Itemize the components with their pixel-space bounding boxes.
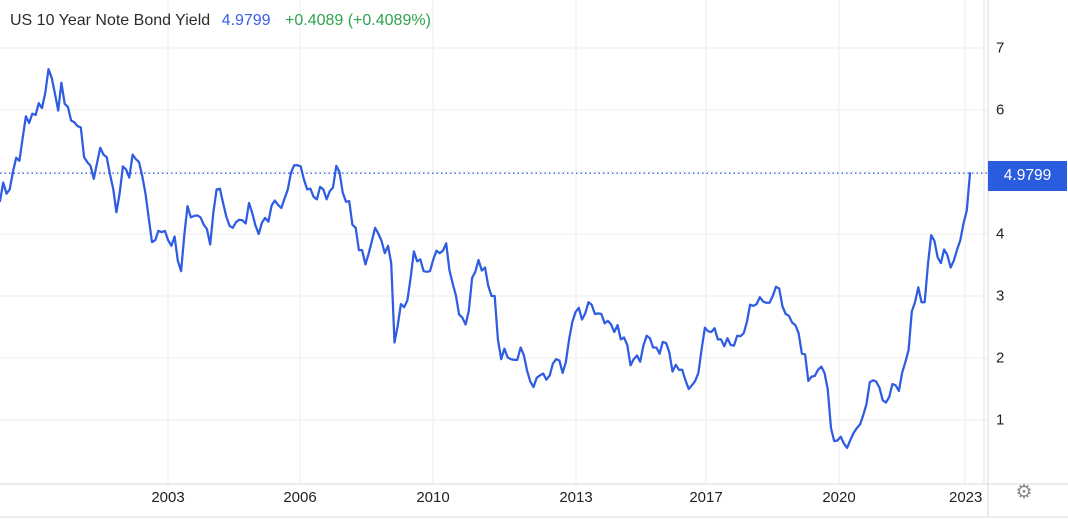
current-price-badge: 4.9799 xyxy=(988,161,1067,191)
y-axis-tick-label: 6 xyxy=(996,101,1005,119)
x-axis-tick-label: 2003 xyxy=(151,489,185,506)
last-price-text: 4.9799 xyxy=(221,12,271,29)
x-axis-tick-label: 2020 xyxy=(822,489,856,506)
x-axis-tick-label: 2010 xyxy=(416,489,450,506)
price-change-text: +0.4089 (+0.4089%) xyxy=(285,12,431,29)
current-price-badge-label: 4.9799 xyxy=(1003,167,1052,184)
x-axis-tick-label: 2006 xyxy=(283,489,317,506)
chart-header: US 10 Year Note Bond Yield 4.9799 +0.408… xyxy=(10,11,431,31)
x-axis-tick-label: 2023 xyxy=(949,489,983,506)
y-axis-tick-label: 2 xyxy=(996,349,1005,367)
y-axis-tick-label: 3 xyxy=(996,287,1005,305)
x-axis-tick-label: 2017 xyxy=(689,489,723,506)
y-axis-tick-label: 4 xyxy=(996,225,1005,243)
y-axis-tick-label: 7 xyxy=(996,39,1005,57)
y-axis-tick-label: 1 xyxy=(996,411,1005,429)
settings-gear-icon[interactable]: ⚙ xyxy=(1015,481,1033,503)
x-axis-tick-label-clipped: 2023 xyxy=(935,489,986,507)
yield-series-line xyxy=(0,67,972,450)
x-axis-tick-label: 2013 xyxy=(559,489,593,506)
instrument-title: US 10 Year Note Bond Yield xyxy=(10,12,211,29)
